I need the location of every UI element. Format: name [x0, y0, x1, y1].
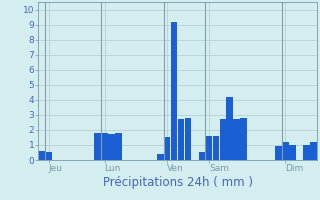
X-axis label: Précipitations 24h ( mm ): Précipitations 24h ( mm ): [103, 176, 252, 189]
Bar: [115, 133, 122, 160]
Bar: [275, 146, 282, 160]
Bar: [171, 22, 177, 160]
Bar: [240, 118, 247, 160]
Bar: [178, 119, 184, 160]
Bar: [220, 119, 226, 160]
Bar: [234, 119, 240, 160]
Bar: [310, 142, 316, 160]
Bar: [108, 134, 115, 160]
Bar: [94, 133, 101, 160]
Bar: [289, 145, 296, 160]
Bar: [45, 152, 52, 160]
Bar: [206, 136, 212, 160]
Bar: [212, 136, 219, 160]
Bar: [303, 145, 310, 160]
Bar: [157, 154, 164, 160]
Bar: [199, 152, 205, 160]
Bar: [282, 142, 289, 160]
Bar: [39, 151, 45, 160]
Bar: [101, 133, 108, 160]
Bar: [164, 137, 171, 160]
Bar: [185, 118, 191, 160]
Bar: [227, 97, 233, 160]
